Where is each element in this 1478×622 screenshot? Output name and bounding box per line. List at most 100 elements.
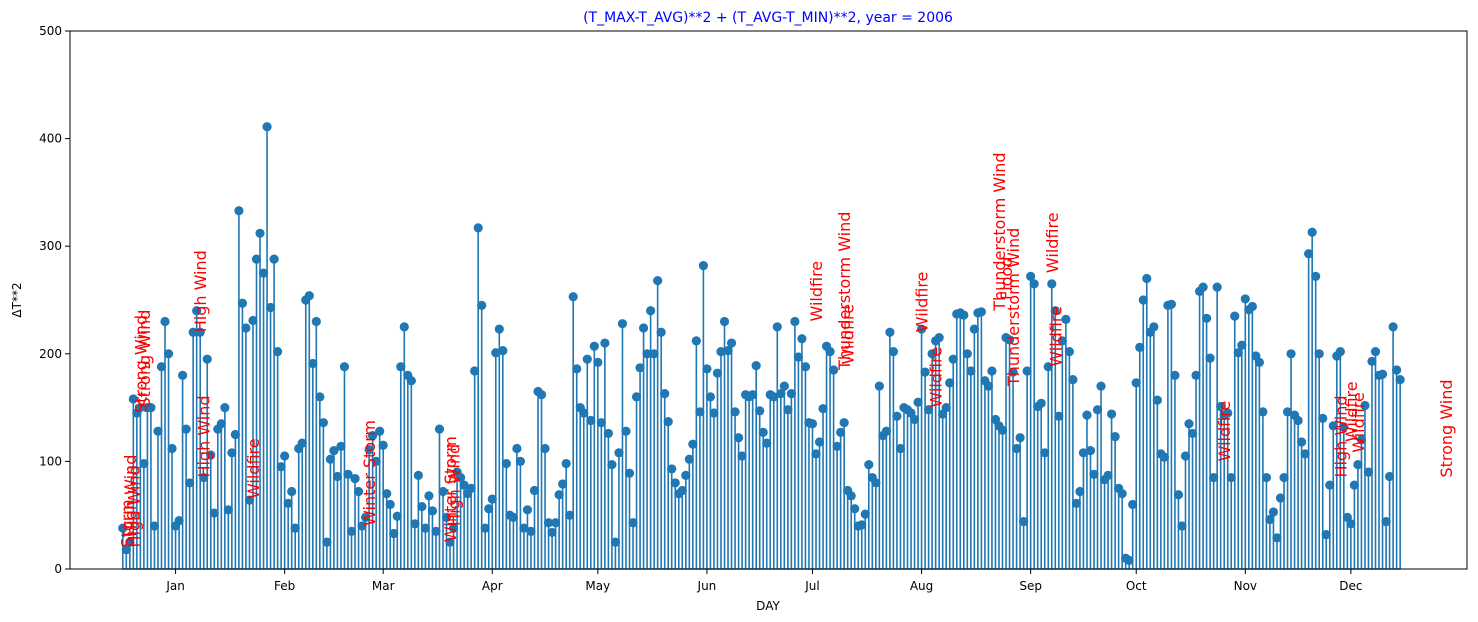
stem-marker [793,352,804,362]
stem-marker [621,426,631,436]
stem-marker [646,306,656,316]
stem-marker [871,478,881,488]
stem-marker [1166,299,1177,309]
stem-marker [941,403,951,413]
stem-marker [368,430,378,441]
stem-marker [522,505,533,515]
stem-marker [723,345,733,356]
stem-marker [188,327,198,337]
stem-marker [322,537,332,547]
stem-marker [1388,322,1398,332]
stem-marker [695,407,705,417]
stem-marker [459,480,469,490]
stem-marker [382,489,392,499]
x-tick-label: Jan [165,579,185,593]
stem-marker [1202,313,1212,323]
stem-marker [1339,422,1349,432]
stem-marker [343,469,353,479]
stem-marker [1233,348,1243,358]
stem-marker [800,362,811,372]
stem-marker [431,526,441,536]
stem-marker [667,464,677,474]
stem-marker [1149,322,1159,332]
stem-marker [1275,493,1286,503]
stem-marker [308,358,318,369]
stem-marker [681,470,691,480]
stem-marker [614,448,624,458]
stem-marker [547,527,557,538]
stem-marker [1061,314,1071,324]
stem-marker [378,440,388,450]
stem-marker [251,254,262,264]
stem-marker [209,508,219,518]
stem-marker [913,397,923,407]
stem-marker [561,458,571,469]
stem-marker [135,403,145,413]
stem-marker [1328,421,1338,431]
event-annotation: Strong Wind [135,310,154,408]
stem-marker [755,406,765,416]
stem-marker [1205,353,1215,363]
stem-marker [1064,347,1074,357]
stem-marker [297,438,307,448]
stem-marker [551,518,561,528]
stem-marker [128,394,138,404]
stem-marker [519,523,529,533]
event-annotation: Wildfire [1215,401,1234,462]
event-annotation: Winter Storm [441,436,460,542]
stem-marker [311,316,321,327]
event-annotation: High Wind [1331,395,1350,477]
stem-marker [1089,469,1099,479]
stem-marker [487,494,497,504]
stem-marker [846,491,856,501]
stem-marker [691,336,701,346]
stem-marker [484,504,494,514]
stem-marker [287,486,297,497]
x-tick-label: Dec [1339,579,1362,593]
stem-marker [1307,227,1317,237]
x-tick-label: Mar [372,579,395,593]
stem-marker [515,456,526,466]
stem-marker [1356,435,1367,445]
stem-marker [1300,449,1310,459]
stem-marker [966,366,976,376]
stem-marker [167,443,177,454]
stem-marker [628,518,638,528]
stem-marker [924,405,934,415]
event-annotation: Flood [997,257,1016,300]
stem-marker [839,418,849,428]
event-annotation: High Wind [445,444,464,526]
event-annotation: Thunderstorm Wind [990,152,1009,311]
stem-marker [1159,452,1169,462]
stem-marker [262,122,272,132]
stem-marker [455,472,466,483]
stem-marker [280,451,290,461]
stem-marker [420,523,431,533]
stem-marker [927,349,937,359]
stem-marker [1384,471,1395,482]
stem-marker [828,365,839,375]
event-annotation: Wildfire [1043,212,1062,273]
stem-marker [1008,367,1018,377]
x-tick-label: May [585,579,610,593]
x-tick-label: Jun [697,579,717,593]
stem-marker [1353,460,1363,470]
stem-marker [375,426,385,436]
stem-marker [962,349,972,359]
stem-marker [1240,294,1250,304]
x-tick-label: Nov [1234,579,1257,593]
stem-marker [1117,489,1127,499]
x-axis: Jan Feb Mar Apr May Jun Jul Aug Sep Oct Nov Dec [165,569,1362,593]
stem-marker [790,316,800,327]
stem-marker [396,362,406,372]
y-tick-label: 0 [54,562,62,576]
stem-marker [1254,357,1264,368]
stem-marker [441,512,452,522]
stem-marker [470,366,480,376]
stem-marker [593,357,603,368]
stem-marker [1318,413,1328,423]
stem-marker [684,454,694,464]
stem-marker [315,392,325,402]
stem-marker [1082,410,1092,420]
stem-marker [1128,499,1138,510]
